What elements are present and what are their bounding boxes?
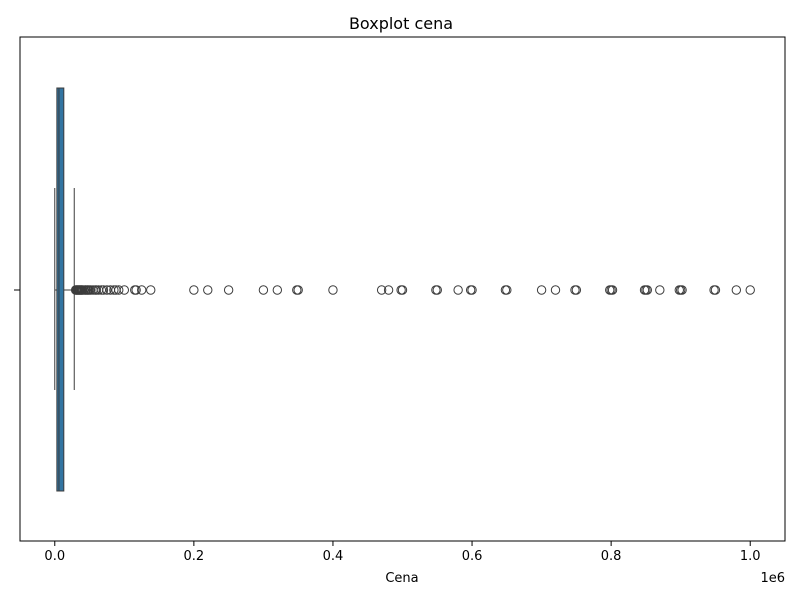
outlier-point [131,285,141,295]
outlier-point [642,285,652,295]
outlier-point [119,285,130,295]
outlier-point [432,285,442,295]
outlier-point [114,285,124,295]
x-axis-label: Cena [385,571,418,586]
outlier-point [189,285,199,295]
x-axis-ticks: 0.0 0.2 0.4 0.6 0.8 1.0 [44,541,761,564]
outlier-point [467,285,477,295]
outlier-point [137,285,147,295]
outlier-point [102,285,112,295]
box-iqr [56,87,65,492]
outlier-point [293,285,303,295]
outlier-point [536,285,547,295]
outlier-point [607,285,618,295]
x-tick-label: 0.0 [44,549,65,564]
outlier-point [376,285,387,295]
chart-title: Boxplot cena [349,14,453,33]
outlier-point [383,285,394,295]
outlier-point [258,285,269,295]
plot-frame [19,36,786,542]
outlier-point [146,285,156,295]
outlier-point [745,285,755,295]
outlier-point [502,285,512,295]
plot-area [54,87,755,492]
outlier-point [655,285,665,295]
outlier-point [272,285,283,295]
x-tick-label: 0.4 [323,549,344,564]
outlier-point [453,285,463,295]
outlier-point [328,285,338,295]
outlier-point [731,285,742,295]
outlier-point [397,285,408,295]
x-tick-label: 0.6 [462,549,483,564]
outlier-point [203,285,213,295]
outlier-point [98,285,109,295]
x-tick-label: 0.2 [184,549,205,564]
outlier-point [710,285,721,295]
outlier-point [223,285,234,295]
outlier-point [677,285,687,295]
x-tick-label: 1.0 [740,549,761,564]
x-axis-scale-label: 1e6 [760,571,785,586]
outlier-point [571,285,582,295]
x-tick-label: 0.8 [601,549,622,564]
outlier-point [550,285,561,295]
